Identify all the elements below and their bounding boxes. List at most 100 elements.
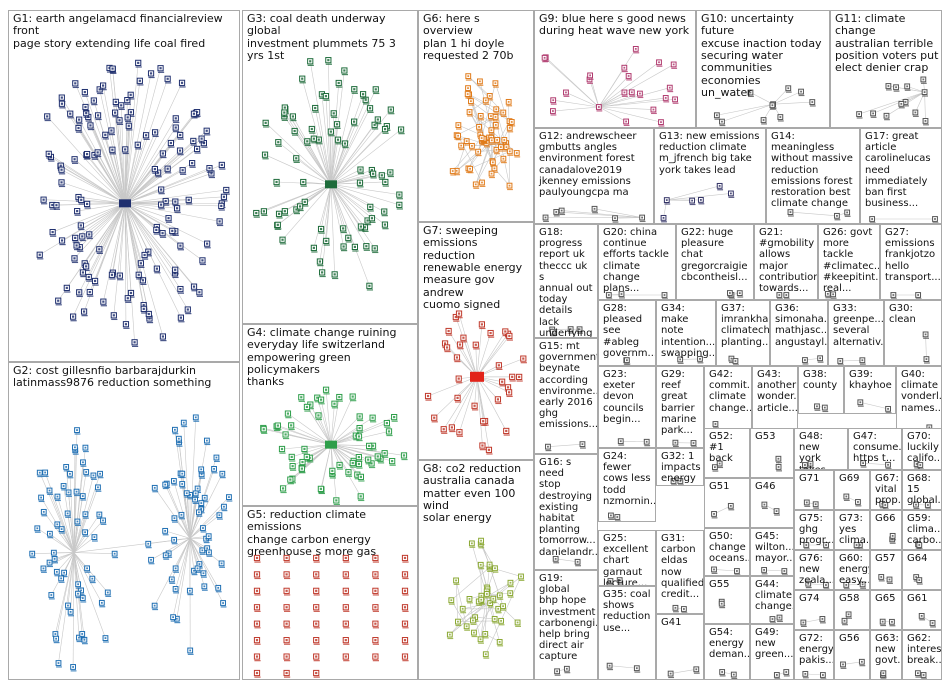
graph-node (374, 116, 382, 125)
graph-node (124, 114, 132, 123)
graph-edge (172, 538, 191, 618)
graph-node (102, 131, 109, 140)
graph-node (440, 426, 448, 434)
graph-node (401, 653, 409, 662)
group-g54: G54: energy deman... (704, 624, 750, 680)
group-g22: G22: huge pleasure chat gregorcraigie cb… (676, 224, 754, 300)
graph-edge (609, 665, 637, 669)
graph-node (787, 209, 794, 217)
graph-edge (67, 513, 75, 553)
graph-node (194, 145, 201, 154)
graph-node (372, 653, 379, 662)
graph-node (310, 135, 318, 144)
graph-edge (124, 203, 135, 343)
graph-node (357, 166, 365, 175)
graph-edge (291, 444, 332, 458)
graph-edge (310, 404, 332, 445)
graph-node (317, 225, 325, 234)
graph-node (109, 146, 116, 155)
graph-node (317, 485, 325, 494)
graph-edge (124, 203, 142, 264)
group-g11-network (856, 76, 929, 126)
graph-node (58, 166, 66, 175)
group-g16-network (552, 555, 582, 567)
graph-edge (330, 173, 374, 185)
graph-node (879, 618, 887, 627)
graph-node (211, 465, 218, 474)
graph-node (147, 70, 155, 79)
graph-node (478, 321, 486, 330)
group-g2: G2: cost gillesnfio barbarajdurkin latin… (8, 362, 240, 680)
graph-node (359, 91, 367, 99)
graph-node (40, 196, 48, 205)
graph-edge (470, 100, 492, 117)
graph-node (431, 414, 438, 423)
graph-edge (459, 376, 478, 433)
graph-node (313, 587, 320, 596)
graph-node (711, 511, 718, 519)
group-g56: G56 (834, 630, 870, 680)
graph-edge (67, 552, 75, 606)
graph-edge (72, 203, 126, 317)
graph-node (260, 426, 268, 434)
graph-node (912, 109, 919, 117)
graph-node (58, 526, 66, 534)
graph-node (151, 166, 159, 174)
graph-edge (330, 444, 362, 478)
graph-node (91, 277, 99, 286)
graph-node (51, 555, 59, 564)
graph-node (889, 532, 897, 541)
graph-node (366, 282, 374, 291)
group-g49: G49: new green... (750, 624, 794, 680)
graph-node (281, 109, 288, 118)
graph-node (335, 79, 343, 88)
graph-edge (330, 397, 340, 445)
graph-node (356, 424, 364, 433)
graph-node (331, 400, 339, 409)
graph-node (177, 314, 185, 323)
graph-edge (319, 184, 332, 262)
graph-edge (455, 580, 459, 622)
graph-node (46, 559, 53, 568)
group-g65: G65 (870, 590, 902, 630)
graph-node (823, 542, 830, 549)
graph-node (109, 65, 117, 74)
graph-edge (79, 203, 126, 248)
graph-node (477, 112, 485, 121)
graph-node (79, 595, 87, 603)
graph-node (172, 426, 179, 435)
group-g31-network (672, 604, 688, 613)
graph-node (885, 461, 892, 469)
graph-edge (318, 415, 332, 445)
graph-node (670, 61, 678, 69)
graph-edge (124, 203, 140, 275)
graph-node (475, 148, 482, 157)
graph-edge (124, 200, 166, 204)
graph-node (803, 499, 811, 507)
graph-node (177, 242, 184, 251)
graph-node (697, 356, 704, 364)
graph-node (497, 144, 505, 152)
graph-node (288, 422, 295, 431)
group-g37-network (728, 355, 739, 365)
graph-node (482, 651, 490, 659)
graph-node (466, 109, 473, 117)
graph-edge (124, 127, 176, 204)
graph-node (503, 427, 510, 436)
graph-node (633, 665, 641, 673)
graph-node (253, 637, 261, 645)
graph-node (672, 96, 679, 104)
graph-node (77, 222, 85, 231)
graph-node (288, 453, 296, 462)
group-g48: G48: new york takes lead... (794, 428, 848, 470)
graph-edge (555, 558, 578, 563)
graph-node (661, 292, 668, 299)
group-g76-network (805, 580, 830, 589)
graph-node (455, 618, 462, 627)
graph-node (697, 197, 705, 205)
graph-node (869, 216, 876, 223)
graph-node (87, 122, 95, 131)
graph-edge (124, 62, 139, 204)
group-g65-network (879, 618, 896, 627)
graph-node (781, 568, 788, 575)
